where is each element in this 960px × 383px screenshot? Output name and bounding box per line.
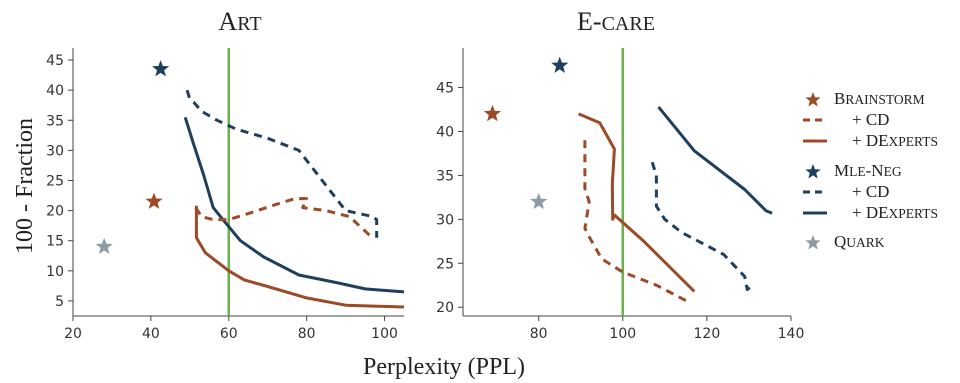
- y-tick-label: 15: [46, 234, 64, 250]
- x-axis-label: Perplexity (PPL): [363, 354, 525, 380]
- y-tick-label: 30: [436, 212, 454, 228]
- star-marker-quark: [530, 193, 547, 209]
- y-tick-label: 5: [55, 294, 64, 310]
- series-line-mle-neg-dexperts: [659, 107, 773, 213]
- star-marker-quark: [96, 238, 113, 254]
- x-tick-label: 80: [298, 326, 316, 342]
- y-tick-label: 45: [46, 53, 64, 69]
- series-line-brainstorm-dexperts: [579, 114, 695, 292]
- legend-item: BRAINSTORM: [805, 89, 924, 108]
- legend-item: + DEXPERTS: [803, 203, 938, 222]
- legend-item: QUARK: [805, 232, 884, 251]
- x-tick-label: 40: [142, 326, 160, 342]
- y-tick-label: 25: [436, 256, 454, 272]
- panel-title-art: ART: [218, 7, 261, 36]
- legend-label: + DEXPERTS: [852, 203, 938, 222]
- legend-label: + CD: [852, 110, 889, 129]
- y-tick-label: 10: [46, 264, 64, 280]
- legend-label: MLE-NEG: [834, 161, 902, 180]
- y-tick-label: 35: [46, 113, 64, 129]
- legend-item: MLE-NEG: [805, 161, 901, 180]
- x-tick-label: 60: [220, 326, 238, 342]
- series-line-brainstorm-cd: [585, 140, 690, 302]
- y-tick-label: 35: [436, 168, 454, 184]
- y-axis-label: 100 - Fraction: [12, 118, 38, 254]
- star-marker-mle-neg: [152, 60, 169, 76]
- legend-star-icon: [805, 164, 820, 179]
- legend-item: + CD: [803, 182, 889, 201]
- y-tick-label: 40: [436, 124, 454, 140]
- x-tick-label: 120: [694, 326, 721, 342]
- y-tick-label: 40: [46, 83, 64, 99]
- legend-label: + DEXPERTS: [852, 131, 938, 150]
- series-line-mle-neg-cd: [652, 162, 753, 289]
- star-marker-mle-neg: [551, 57, 568, 73]
- y-tick-label: 20: [436, 300, 454, 316]
- x-tick-label: 140: [778, 326, 805, 342]
- x-tick-label: 20: [64, 326, 82, 342]
- series-line-brainstorm-cd: [196, 199, 373, 238]
- y-tick-label: 20: [46, 204, 64, 220]
- y-tick-label: 30: [46, 143, 64, 159]
- x-tick-label: 100: [371, 326, 398, 342]
- x-tick-label: 100: [609, 326, 636, 342]
- legend-label: BRAINSTORM: [834, 89, 925, 108]
- y-tick-label: 45: [436, 81, 454, 97]
- legend-item: + CD: [803, 110, 889, 129]
- panel-ecare: 80 100 120 140 20 25 30 35 40 45: [436, 48, 804, 342]
- y-tick-label: 25: [46, 173, 64, 189]
- legend-star-icon: [805, 235, 820, 250]
- legend-label: + CD: [852, 182, 889, 201]
- legend-item: + DEXPERTS: [803, 131, 938, 150]
- star-marker-brainstorm: [145, 193, 162, 209]
- x-tick-label: 80: [530, 326, 548, 342]
- panel-art: 20 40 60 80 100 5 10 15 20 25 30 35 40 45: [46, 48, 404, 342]
- series-line-mle-neg-dexperts: [185, 117, 404, 292]
- legend: BRAINSTORM + CD + DEXPERTS MLE-NEG + CD + DEX…: [803, 89, 938, 251]
- panel-title-ecare: E-CARE: [577, 7, 655, 36]
- star-marker-brainstorm: [484, 105, 501, 121]
- legend-star-icon: [805, 92, 820, 107]
- legend-label: QUARK: [834, 232, 885, 251]
